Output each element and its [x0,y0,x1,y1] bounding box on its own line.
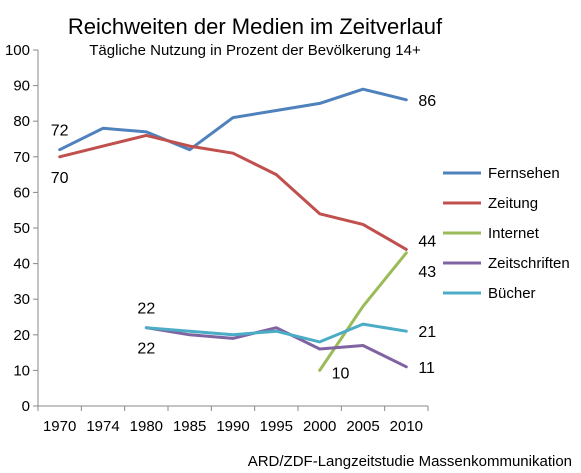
x-tick-label: 1980 [130,418,163,435]
legend-label: Fernsehen [488,165,560,182]
data-labels: 72 70 86 44 43 10 22 22 21 11 [51,93,436,383]
series-line-zeitschriften [144,326,408,369]
y-tick-label: 20 [13,327,30,344]
legend-label: Zeitschriften [488,255,570,272]
x-tick-label: 2010 [390,418,423,435]
x-tick-label: 2005 [346,418,379,435]
x-tick-label: 1985 [173,418,206,435]
series-lines [58,87,408,372]
y-tick-label: 30 [13,291,30,308]
y-tick-label: 90 [13,78,30,95]
y-tick-label: 10 [13,362,30,379]
x-tick-label: 1990 [216,418,249,435]
x-tick-label: 1970 [43,418,76,435]
legend: Fernsehen Zeitung Internet Zeitschriften Büc… [443,165,570,302]
series-line-zeitung [58,133,408,251]
legend-label: Zeitung [488,195,538,212]
data-label: 43 [418,264,436,281]
data-label: 10 [332,365,350,382]
data-label: 22 [137,301,155,318]
x-tick-label: 2000 [303,418,336,435]
y-tick-label: 70 [13,149,30,166]
data-label: 70 [51,170,69,187]
legend-label: Internet [488,225,540,242]
y-tick-label: 0 [22,398,30,415]
series-line-fernsehen [58,87,408,152]
y-tick-label: 80 [13,113,30,130]
y-tick-label: 100 [5,42,30,59]
chart-subtitle: Tägliche Nutzung in Prozent der Bevölker… [89,42,421,59]
y-tick-label: 60 [13,184,30,201]
data-label: 44 [418,233,436,250]
chart-title: Reichweiten der Medien im Zeitverlauf [68,14,443,39]
data-label: 86 [418,93,436,110]
y-tick-label: 40 [13,256,30,273]
x-tick-label: 1995 [260,418,293,435]
data-label: 72 [51,123,69,140]
y-tick-label: 50 [13,220,30,237]
source-note: ARD/ZDF-Langzeitstudie Massenkommunikati… [248,453,572,470]
axes: 0 10 20 30 40 50 60 70 80 90 100 1970 1974 1980 1985 19… [5,42,429,435]
legend-label: Bücher [488,285,536,302]
data-label: 21 [418,324,436,341]
x-tick-label: 1974 [86,418,119,435]
series-line-bücher [144,322,408,344]
series-line-internet [318,251,408,372]
data-label: 11 [418,360,435,377]
data-label: 22 [137,341,155,358]
